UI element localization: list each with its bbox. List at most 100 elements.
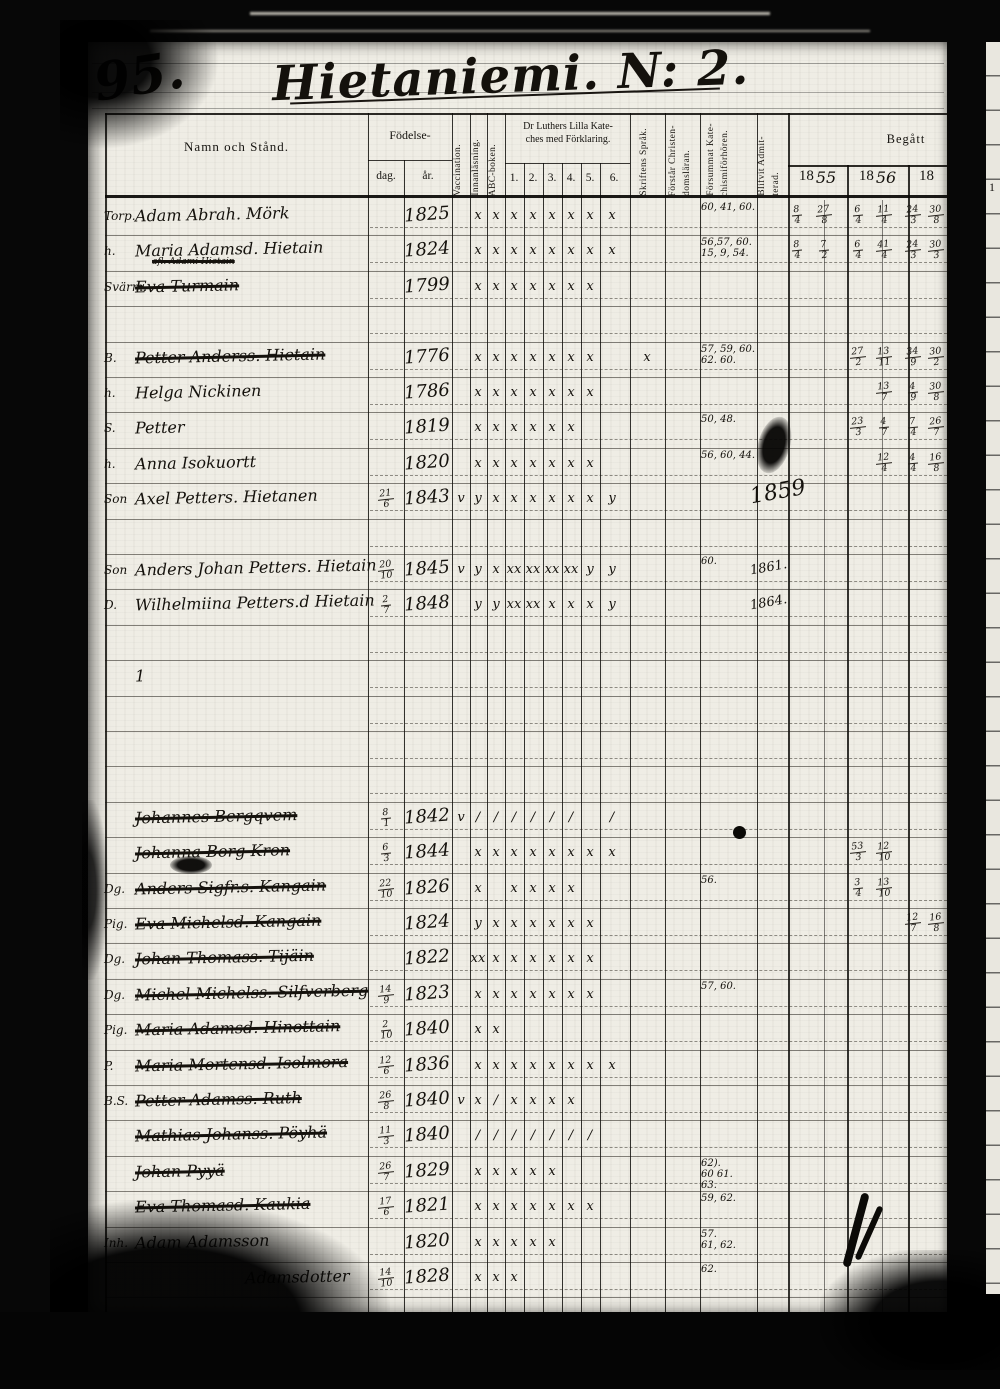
row-name: Maria Mortensd. Isolmora xyxy=(134,1051,349,1076)
begatt-fraction: 30 8 xyxy=(924,380,948,404)
attendance-mark: x xyxy=(548,455,556,471)
dash-line xyxy=(370,262,947,264)
frac-denominator: 4 xyxy=(854,250,863,262)
attendance-mark: x xyxy=(510,880,518,896)
attendance-mark: x xyxy=(492,1163,500,1179)
attendance-mark: x xyxy=(567,845,575,861)
attendance-mark: x xyxy=(529,385,537,400)
birth-year: 1819 xyxy=(403,414,451,439)
birth-day-fraction: 22 10 xyxy=(374,877,398,901)
attendance-mark: x xyxy=(492,916,500,931)
admitted-year: 1859 xyxy=(748,475,808,510)
col-header-katekes-line1: Dr Luthers Lilla Kate- xyxy=(523,121,613,132)
dash-line xyxy=(370,828,947,830)
forsummat-note: 56, 60, 44. xyxy=(701,449,756,461)
row-prefix: P. xyxy=(104,1058,114,1073)
birth-day-fraction: 21 6 xyxy=(374,488,398,511)
dash-line xyxy=(370,581,947,582)
forsummat-note: 57. 61, 62. xyxy=(701,1228,736,1251)
birth-year: 1776 xyxy=(403,344,451,369)
attendance-mark: y xyxy=(474,562,482,577)
attendance-mark: x xyxy=(510,1199,518,1215)
attendance-mark: x xyxy=(608,1057,616,1073)
attendance-mark: xx xyxy=(544,562,560,577)
col-header-katekes-number: 1. xyxy=(509,172,519,184)
begatt-fraction: 16 8 xyxy=(924,451,948,475)
attendance-mark: x xyxy=(474,1093,482,1108)
attendance-mark: x xyxy=(529,243,537,259)
ruled-line xyxy=(105,1120,947,1122)
row-name: Anders Sigfr.s. Kangain xyxy=(134,875,327,899)
birth-year: 1824 xyxy=(403,237,451,262)
admitted-year: 1864. xyxy=(749,592,789,614)
row-name: Johannes Bergqvem xyxy=(134,804,298,828)
grid-hline xyxy=(368,160,452,161)
attendance-mark: x xyxy=(548,349,556,365)
col-header-vertical: ABC-boken. xyxy=(488,143,498,196)
dash-line xyxy=(370,404,947,405)
ruled-line xyxy=(105,377,947,378)
attendance-mark: x xyxy=(586,597,594,613)
attendance-mark: x xyxy=(548,491,556,507)
birth-year: 1840 xyxy=(403,1087,451,1112)
attendance-mark: x xyxy=(548,1093,556,1108)
birth-year: 1828 xyxy=(403,1264,451,1289)
forsummat-note: 62. xyxy=(701,1264,717,1275)
attendance-mark: xx xyxy=(563,562,579,577)
forsummat-note: 60, 41, 60. xyxy=(701,202,756,213)
dash-line xyxy=(370,227,947,228)
row-note: afl. Adami Hietain xyxy=(152,257,235,268)
ruled-line xyxy=(105,978,947,980)
frac-denominator: 4 xyxy=(880,214,889,227)
birth-year: 1824 xyxy=(403,910,451,935)
attendance-mark: x xyxy=(492,278,500,294)
row-name: Helga Nickinen xyxy=(134,380,262,403)
begatt-fraction: 53 3 xyxy=(846,841,870,864)
attendance-mark: x xyxy=(529,1234,537,1250)
col-header-vertical: Innanläsning. xyxy=(471,139,481,196)
frac-denominator: 4 xyxy=(909,462,918,475)
attendance-mark: x xyxy=(548,986,556,1002)
birth-year: 1840 xyxy=(403,1016,451,1041)
row-prefix: Son xyxy=(104,563,128,577)
frac-denominator: 7 xyxy=(909,922,918,935)
row-prefix: B. xyxy=(104,350,117,365)
row-prefix: Dg. xyxy=(104,952,126,967)
ruled-line xyxy=(105,872,947,874)
year-printed: 18 xyxy=(858,168,874,184)
frac-denominator: 10 xyxy=(877,886,892,900)
attendance-mark: x xyxy=(474,1199,482,1215)
row-name: Eva Michelsd. Kangain xyxy=(134,910,322,934)
dash-line xyxy=(370,333,947,335)
attendance-mark: x xyxy=(474,1163,482,1179)
frac-denominator: 10 xyxy=(877,851,892,864)
attendance-mark: x xyxy=(510,1163,518,1179)
year-printed: 18 xyxy=(919,168,934,184)
frac-denominator: 9 xyxy=(909,391,918,404)
attendance-mark: x xyxy=(492,1057,500,1073)
col-header-katekes-number: 5. xyxy=(585,172,595,184)
row-prefix: B.S. xyxy=(104,1094,129,1108)
attendance-mark: x xyxy=(548,597,556,613)
begatt-fraction: 11 4 xyxy=(872,203,896,227)
attendance-mark: x xyxy=(548,951,556,967)
attendance-mark: x xyxy=(608,208,616,223)
col-header-vertical: Blifvit Admit- xyxy=(757,136,767,196)
attendance-mark: x xyxy=(529,880,537,896)
birth-year: 1823 xyxy=(403,981,451,1006)
grid-vline xyxy=(600,163,601,1315)
row-name: Adam Abrah. Mörk xyxy=(134,203,290,226)
attendance-mark: y xyxy=(608,491,616,507)
dash-line xyxy=(370,1076,947,1078)
dash-line xyxy=(370,793,947,795)
attendance-mark: / xyxy=(493,1128,499,1144)
frac-denominator: 3 xyxy=(909,214,918,227)
scan-line xyxy=(92,92,944,93)
attendance-mark: / xyxy=(511,809,517,825)
